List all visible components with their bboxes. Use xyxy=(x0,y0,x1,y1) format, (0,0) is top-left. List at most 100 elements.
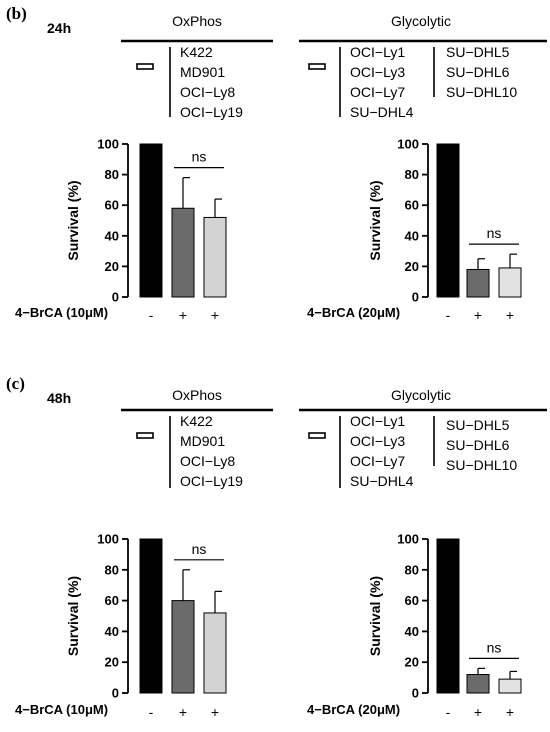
cell-line-label: OCI−Ly8 xyxy=(180,84,235,100)
treatment-label: 4−BrCA (10μM) xyxy=(15,702,108,717)
y-axis-label: Survival (%) xyxy=(367,180,383,260)
category-label: - xyxy=(446,704,451,720)
cell-line-label: SU−DHL4 xyxy=(350,473,414,489)
category-label: + xyxy=(179,307,187,323)
bar xyxy=(498,678,522,694)
group-title-oxphos: OxPhos xyxy=(172,13,222,29)
cell-line-label: SU−DHL5 xyxy=(446,417,510,433)
y-tick-label: 0 xyxy=(412,686,419,701)
cell-line-label: OCI−Ly19 xyxy=(180,473,243,489)
time-label: 48h xyxy=(47,390,71,406)
y-axis-label: Survival (%) xyxy=(367,576,383,656)
bar xyxy=(436,143,460,298)
y-tick-label: 40 xyxy=(105,228,119,243)
y-tick-label: 80 xyxy=(405,167,419,182)
y-axis-label: Survival (%) xyxy=(65,576,81,656)
bar-chart: 0 20 40 60 80 100 Survival (%) - + + ns 4−BrCA (10μ… xyxy=(15,137,227,323)
category-label: + xyxy=(474,704,482,720)
significance-label: ns xyxy=(192,149,207,165)
group-title-oxphos: OxPhos xyxy=(172,387,222,403)
panel-b-header: (b) 24h OxPhos K422 MD901 OCI−Ly8 OCI−Ly… xyxy=(6,4,547,120)
y-tick-label: 80 xyxy=(105,562,119,577)
glycolytic-legend-swatch xyxy=(308,432,326,439)
treatment-label: 4−BrCA (10μM) xyxy=(15,305,108,320)
y-tick-label: 20 xyxy=(105,259,119,274)
y-tick-label: 100 xyxy=(397,532,419,547)
oxphos-legend-swatch xyxy=(136,63,154,70)
category-label: + xyxy=(506,307,514,323)
cell-line-label: OCI−Ly8 xyxy=(180,453,235,469)
significance-label: ns xyxy=(192,541,207,557)
cell-line-label: SU−DHL10 xyxy=(446,84,517,100)
bar xyxy=(171,207,195,298)
panel-c-header: (c) 48h OxPhos K422 MD901 OCI−Ly8 OCI−Ly… xyxy=(6,374,547,489)
y-tick-label: 40 xyxy=(405,624,419,639)
category-label: + xyxy=(179,704,187,720)
bar xyxy=(139,143,163,298)
cell-line-label: OCI−Ly1 xyxy=(350,413,405,429)
category-label: + xyxy=(211,704,219,720)
category-label: - xyxy=(149,704,154,720)
category-label: - xyxy=(149,307,154,323)
cell-line-label: OCI−Ly19 xyxy=(180,104,243,120)
treatment-label: 4−BrCA (20μM) xyxy=(307,305,400,320)
y-tick-label: 0 xyxy=(412,290,419,305)
group-title-glycolytic: Glycolytic xyxy=(391,387,451,403)
y-tick-label: 0 xyxy=(112,290,119,305)
cell-line-label: SU−DHL4 xyxy=(350,104,414,120)
panel-label: (c) xyxy=(6,374,25,393)
charts: 0 20 40 60 80 100 Survival (%) - + + ns 4−BrCA (10μ… xyxy=(15,137,522,720)
y-tick-label: 20 xyxy=(405,259,419,274)
bar xyxy=(466,674,490,694)
category-label: + xyxy=(474,307,482,323)
y-tick-label: 100 xyxy=(97,532,119,547)
y-tick-label: 100 xyxy=(97,137,119,152)
bar xyxy=(171,600,195,694)
glycolytic-legend-swatch xyxy=(308,63,326,70)
bar-chart: 0 20 40 60 80 100 Survival (%) - + + ns 4−BrCA (20μ… xyxy=(307,137,522,323)
y-tick-label: 60 xyxy=(405,198,419,213)
y-tick-label: 80 xyxy=(405,562,419,577)
treatment-label: 4−BrCA (20μM) xyxy=(307,702,400,717)
bar xyxy=(203,612,227,694)
cell-line-label: MD901 xyxy=(180,64,225,80)
bar-chart: 0 20 40 60 80 100 Survival (%) - + + ns 4−BrCA (20μ… xyxy=(307,532,522,720)
group-title-glycolytic: Glycolytic xyxy=(391,13,451,29)
y-tick-label: 80 xyxy=(105,167,119,182)
y-tick-label: 40 xyxy=(405,228,419,243)
time-label: 24h xyxy=(47,20,71,36)
panel-label: (b) xyxy=(6,4,27,23)
cell-line-label: SU−DHL5 xyxy=(446,44,510,60)
cell-line-label: SU−DHL6 xyxy=(446,437,510,453)
bar xyxy=(436,538,460,694)
cell-line-label: K422 xyxy=(180,44,213,60)
y-tick-label: 40 xyxy=(105,624,119,639)
bar-chart: 0 20 40 60 80 100 Survival (%) - + + ns 4−BrCA (10μ… xyxy=(15,532,227,720)
category-label: + xyxy=(211,307,219,323)
significance-label: ns xyxy=(487,225,502,241)
category-label: + xyxy=(506,704,514,720)
y-tick-label: 60 xyxy=(105,198,119,213)
y-axis-label: Survival (%) xyxy=(65,180,81,260)
cell-line-label: OCI−Ly3 xyxy=(350,64,405,80)
cell-line-label: K422 xyxy=(180,413,213,429)
significance-label: ns xyxy=(487,639,502,655)
cell-line-label: OCI−Ly1 xyxy=(350,44,405,60)
oxphos-legend-swatch xyxy=(136,432,154,439)
y-tick-label: 20 xyxy=(405,655,419,670)
category-label: - xyxy=(446,307,451,323)
bar xyxy=(203,216,227,298)
bar xyxy=(466,268,490,298)
y-tick-label: 60 xyxy=(105,593,119,608)
cell-line-label: OCI−Ly7 xyxy=(350,84,405,100)
bar xyxy=(139,538,163,694)
y-tick-label: 60 xyxy=(405,593,419,608)
y-tick-label: 100 xyxy=(397,137,419,152)
cell-line-label: OCI−Ly7 xyxy=(350,453,405,469)
y-tick-label: 0 xyxy=(112,686,119,701)
cell-line-label: SU−DHL6 xyxy=(446,64,510,80)
bar xyxy=(498,267,522,298)
cell-line-label: OCI−Ly3 xyxy=(350,433,405,449)
y-tick-label: 20 xyxy=(105,655,119,670)
